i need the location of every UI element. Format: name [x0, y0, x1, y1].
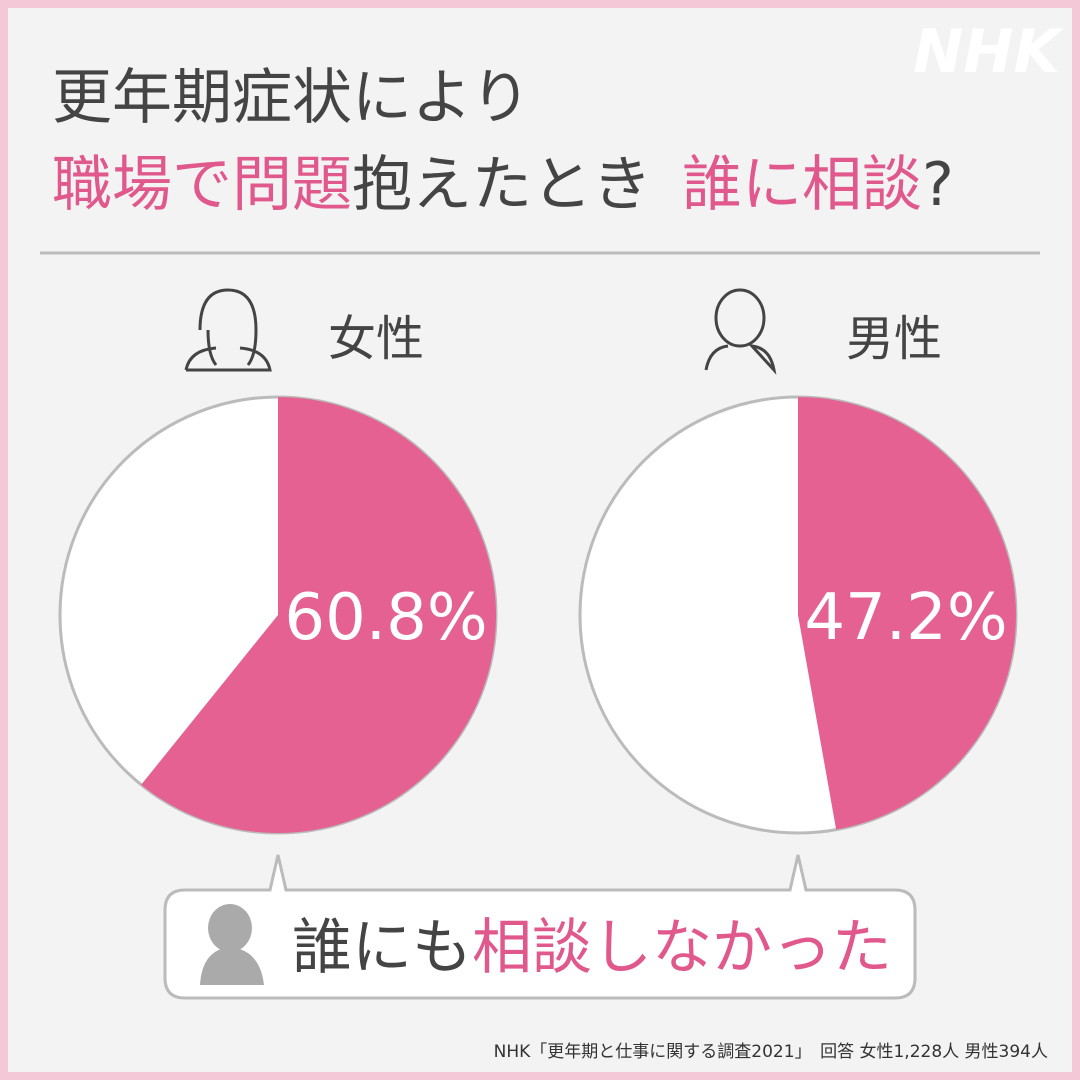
title-part: ?: [922, 150, 954, 220]
title-part: 職場で問題: [52, 150, 352, 220]
man-icon: [704, 288, 777, 375]
value-label: 47.2%: [804, 581, 1007, 655]
title-line2: 職場で問題抱えたとき 誰に相談?: [52, 150, 954, 220]
worried-icon: [200, 904, 264, 985]
title-part: 誰に相談: [682, 150, 922, 220]
title-part: 抱えたとき: [352, 150, 652, 220]
source: NHK「更年期と仕事に関する調査2021」 回答 女性1,228人 男性394人: [494, 1042, 1048, 1062]
woman-icon: [184, 288, 272, 372]
callout-box: [163, 854, 917, 1000]
callout-text: 誰にも相談しなかった: [292, 913, 892, 983]
pie-title: 男性: [846, 311, 942, 367]
pie-slice: [141, 397, 497, 833]
pie-slice: [798, 397, 1016, 830]
value-label: 60.8%: [284, 581, 487, 655]
pie-title: 女性: [328, 311, 424, 367]
title-line1: 更年期症状により: [52, 63, 531, 133]
callout-part: 誰にも: [292, 913, 472, 983]
logo: NHK: [913, 17, 1064, 87]
callout-part: 相談しなかった: [472, 913, 892, 983]
